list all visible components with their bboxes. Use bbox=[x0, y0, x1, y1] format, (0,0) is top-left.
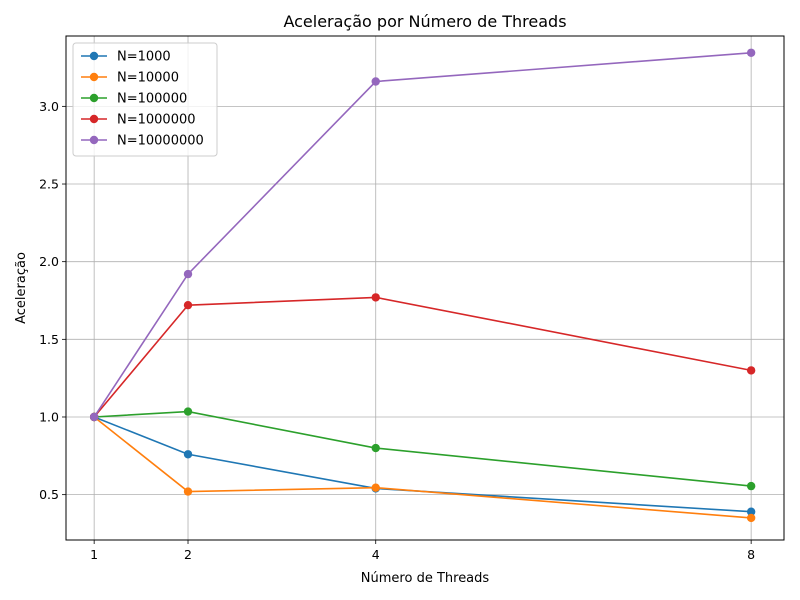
legend-item: N=1000000 bbox=[81, 113, 196, 128]
data-point bbox=[183, 487, 193, 496]
data-point bbox=[371, 293, 380, 302]
x-tick-label: 8 bbox=[747, 547, 755, 562]
x-tick-label: 4 bbox=[372, 547, 380, 562]
x-tick-label: 2 bbox=[184, 547, 192, 562]
data-point bbox=[183, 269, 193, 279]
legend-label: N=10000 bbox=[117, 71, 179, 86]
legend-item: N=10000000 bbox=[81, 134, 204, 149]
legend-item: N=1000 bbox=[81, 50, 171, 65]
data-point bbox=[371, 443, 380, 453]
legend-label: N=100000 bbox=[117, 92, 187, 107]
data-point bbox=[746, 513, 756, 523]
series-line bbox=[93, 416, 752, 513]
y-tick-label: 3.0 bbox=[39, 99, 59, 114]
data-point bbox=[371, 77, 380, 86]
y-tick-label: 1.5 bbox=[39, 332, 59, 347]
legend-label: N=1000 bbox=[117, 50, 171, 65]
legend-marker bbox=[89, 114, 99, 124]
legend-item: N=100000 bbox=[81, 92, 187, 107]
legend-marker bbox=[89, 72, 99, 82]
legend-label: N=1000000 bbox=[117, 113, 196, 128]
x-axis-title: Número de Threads bbox=[361, 571, 490, 586]
axis-ticks: 1 2 4 8 0.5 1.0 1.5 2.0 2.5 3.0 bbox=[39, 99, 755, 562]
series-line bbox=[93, 51, 752, 418]
data-point bbox=[746, 48, 756, 57]
series-line bbox=[93, 296, 752, 418]
legend-item: N=10000 bbox=[81, 71, 179, 86]
legend-marker bbox=[89, 51, 99, 61]
plot-frame bbox=[65, 35, 785, 541]
series-line bbox=[93, 416, 752, 519]
legend-marker bbox=[89, 93, 99, 103]
y-axis-title: Aceleração bbox=[14, 252, 29, 324]
chart-title: Aceleração por Número de Threads bbox=[283, 12, 566, 31]
y-tick-label: 2.0 bbox=[39, 254, 59, 269]
legend: N=1000 N=10000 N=100000 N=1000000 N=10000000 bbox=[72, 42, 218, 157]
series-group bbox=[89, 48, 756, 422]
y-tick-label: 2.5 bbox=[39, 177, 59, 192]
data-point bbox=[371, 483, 380, 492]
legend-marker bbox=[89, 135, 99, 145]
data-point bbox=[183, 407, 193, 416]
series-line bbox=[94, 410, 752, 487]
grid-lines bbox=[66, 36, 784, 540]
series-layer bbox=[89, 48, 756, 523]
data-point bbox=[183, 450, 193, 459]
y-tick-label: 1.0 bbox=[39, 409, 59, 424]
data-point bbox=[746, 507, 756, 516]
y-tick-label: 0.5 bbox=[39, 487, 59, 502]
data-point bbox=[89, 412, 99, 422]
data-point bbox=[746, 481, 756, 491]
data-point bbox=[746, 366, 756, 375]
legend-box bbox=[72, 42, 218, 157]
data-point bbox=[183, 300, 193, 310]
legend-label: N=10000000 bbox=[117, 134, 204, 149]
x-tick-label: 1 bbox=[90, 547, 98, 562]
